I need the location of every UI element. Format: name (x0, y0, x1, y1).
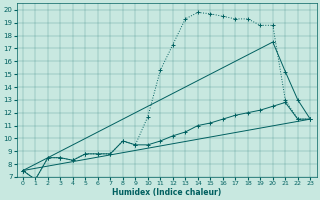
X-axis label: Humidex (Indice chaleur): Humidex (Indice chaleur) (112, 188, 221, 197)
